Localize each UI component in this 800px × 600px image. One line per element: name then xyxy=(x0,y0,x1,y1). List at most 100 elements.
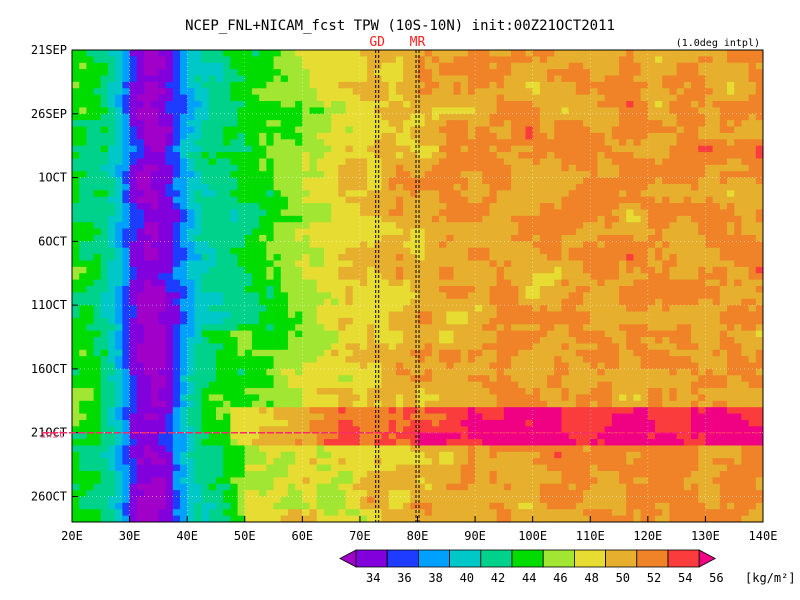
heat-cell xyxy=(403,292,411,300)
heat-cell xyxy=(187,209,195,217)
heat-cell xyxy=(748,158,757,166)
heat-cell xyxy=(338,145,347,153)
heat-cell xyxy=(655,215,663,223)
heat-cell xyxy=(532,234,541,242)
heat-cell xyxy=(223,75,231,83)
heat-cell xyxy=(395,234,404,242)
heat-cell xyxy=(575,62,584,70)
heat-cell xyxy=(575,56,584,64)
heat-cell xyxy=(309,324,318,332)
heat-cell xyxy=(251,356,260,364)
heat-cell xyxy=(431,375,440,383)
heat-cell xyxy=(503,132,512,140)
heat-cell xyxy=(287,260,296,268)
heat-cell xyxy=(215,234,224,242)
heat-cell xyxy=(741,324,750,332)
heat-cell xyxy=(561,158,570,166)
heat-cell xyxy=(266,362,275,370)
heat-cell xyxy=(496,107,505,115)
heat-cell xyxy=(79,183,87,191)
heat-cell xyxy=(691,81,699,89)
heat-cell xyxy=(633,260,642,268)
heat-cell xyxy=(122,209,131,217)
heat-cell xyxy=(165,132,174,140)
heat-cell xyxy=(748,298,757,306)
heat-cell xyxy=(79,273,87,281)
heat-cell xyxy=(395,286,404,293)
heat-cell xyxy=(568,69,577,77)
heat-cell xyxy=(669,305,678,313)
heat-cell xyxy=(647,324,656,332)
heat-cell xyxy=(446,50,455,57)
heat-cell xyxy=(251,203,260,211)
heat-cell xyxy=(129,113,138,121)
heat-cell xyxy=(727,94,735,102)
heat-cell xyxy=(381,279,390,287)
heat-cell xyxy=(86,107,95,115)
heat-cell xyxy=(583,273,591,281)
heat-cell xyxy=(295,234,303,242)
heat-cell xyxy=(669,260,678,268)
heat-cell xyxy=(561,215,570,223)
heat-cell xyxy=(86,171,95,179)
heat-cell xyxy=(655,234,663,242)
heat-cell xyxy=(662,50,671,57)
heat-cell xyxy=(72,241,80,249)
heat-cell xyxy=(698,81,707,89)
heat-cell xyxy=(259,234,267,242)
heat-cell xyxy=(295,203,303,211)
heat-cell xyxy=(331,164,339,172)
heat-cell xyxy=(237,164,246,172)
heat-cell xyxy=(655,50,663,57)
heat-cell xyxy=(395,292,404,300)
heat-cell xyxy=(295,56,303,64)
heat-cell xyxy=(107,50,116,57)
heat-cell xyxy=(237,222,246,230)
heat-cell xyxy=(647,158,656,166)
heat-cell xyxy=(439,107,447,115)
heat-cell xyxy=(460,139,469,147)
heat-cell xyxy=(424,183,433,191)
heat-cell xyxy=(208,317,217,325)
heat-cell xyxy=(647,75,656,83)
heat-cell xyxy=(215,190,224,198)
heat-cell xyxy=(280,215,289,223)
heat-cell xyxy=(439,330,447,338)
heat-cell xyxy=(748,196,757,204)
heat-cell xyxy=(561,88,570,96)
heat-cell xyxy=(683,196,692,204)
heat-cell xyxy=(712,183,721,191)
heat-cell xyxy=(79,292,87,300)
heat-cell xyxy=(165,317,174,325)
heat-cell xyxy=(698,273,707,281)
heat-cell xyxy=(446,177,455,185)
heat-cell xyxy=(611,177,620,185)
heat-cell xyxy=(424,107,433,115)
heat-cell xyxy=(323,120,332,128)
heat-cell xyxy=(482,286,491,293)
heat-cell xyxy=(266,279,275,287)
heat-cell xyxy=(662,69,671,77)
heat-cell xyxy=(640,228,649,236)
heat-cell xyxy=(626,152,635,160)
heat-cell xyxy=(583,81,591,89)
heat-cell xyxy=(295,337,303,345)
heat-cell xyxy=(172,88,181,96)
heat-cell xyxy=(417,107,426,115)
heat-cell xyxy=(410,209,419,217)
heat-cell xyxy=(115,247,123,255)
heat-cell xyxy=(575,349,584,357)
heat-cell xyxy=(316,305,325,313)
heat-cell xyxy=(122,247,131,255)
heat-cell xyxy=(424,273,433,281)
heat-cell xyxy=(705,196,714,204)
heat-cell xyxy=(539,292,548,300)
heat-cell xyxy=(122,101,131,109)
heat-cell xyxy=(496,215,505,223)
heat-cell xyxy=(244,158,253,166)
heat-cell xyxy=(215,69,224,77)
heat-cell xyxy=(719,132,728,140)
heat-cell xyxy=(367,254,375,262)
heat-cell xyxy=(633,56,642,64)
heat-cell xyxy=(280,139,289,147)
